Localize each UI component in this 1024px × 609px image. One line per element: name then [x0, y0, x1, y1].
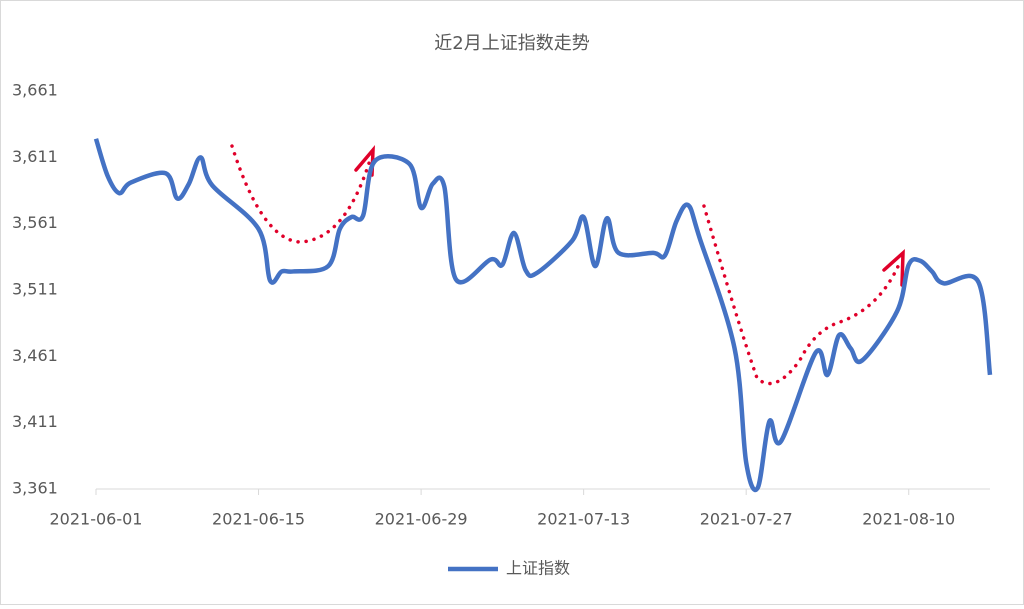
y-tick-label: 3,361	[12, 479, 58, 498]
y-tick-label: 3,661	[12, 81, 58, 100]
x-tick-label: 2021-06-29	[375, 510, 468, 529]
x-tick-label: 2021-07-27	[700, 510, 793, 529]
y-tick-label: 3,611	[12, 147, 58, 166]
x-tick-label: 2021-07-13	[537, 510, 630, 529]
x-tick-label: 2021-08-10	[862, 510, 955, 529]
y-tick-label: 3,411	[12, 412, 58, 431]
trend-arrow	[230, 144, 372, 244]
data-line	[93, 138, 993, 493]
x-tick-label: 2021-06-01	[50, 510, 143, 529]
y-tick-label: 3,511	[12, 280, 58, 299]
arrow-head	[882, 248, 905, 287]
y-tick-label: 3,561	[12, 213, 58, 232]
y-tick-label: 3,461	[12, 346, 58, 365]
trend-arrow	[702, 204, 902, 386]
x-tick-label: 2021-06-15	[212, 510, 305, 529]
chart-title: 近2月上证指数走势	[434, 33, 589, 54]
legend-label: 上证指数	[506, 559, 570, 578]
